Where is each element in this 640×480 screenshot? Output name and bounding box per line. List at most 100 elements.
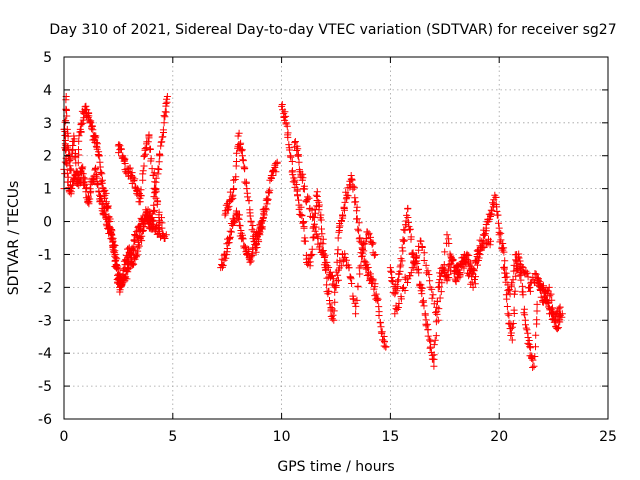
data-point: [524, 339, 532, 347]
data-point: [99, 200, 107, 208]
data-point: [356, 234, 364, 242]
data-point: [397, 261, 405, 269]
data-point: [360, 239, 368, 247]
data-point: [223, 245, 231, 252]
data-point: [136, 198, 144, 206]
data-point: [461, 258, 469, 266]
data-point: [404, 205, 412, 213]
data-point: [243, 189, 251, 197]
data-point: [79, 163, 87, 171]
data-point: [428, 294, 436, 302]
data-point: [245, 197, 253, 205]
data-point: [323, 258, 331, 266]
data-point: [239, 157, 247, 165]
data-point: [470, 267, 478, 275]
data-point: [95, 188, 103, 196]
data-point: [153, 197, 161, 205]
data-point: [237, 139, 245, 147]
data-point: [226, 235, 234, 243]
data-point: [83, 184, 91, 192]
data-point: [82, 102, 90, 110]
data-point: [428, 285, 436, 293]
data-point: [532, 343, 539, 351]
data-point: [547, 290, 555, 298]
data-point: [425, 271, 433, 278]
data-point: [418, 290, 426, 298]
data-point: [475, 254, 483, 262]
data-point: [432, 318, 440, 326]
data-point: [121, 274, 129, 282]
data-point: [278, 102, 286, 110]
data-point: [410, 259, 418, 267]
data-point: [435, 305, 443, 313]
data-point: [237, 145, 245, 153]
data-point: [284, 133, 292, 141]
data-point: [355, 227, 363, 235]
data-point: [535, 280, 543, 288]
data-point: [394, 304, 402, 311]
data-point: [126, 260, 134, 268]
data-point: [555, 324, 562, 332]
data-point: [151, 206, 159, 214]
data-point: [508, 336, 516, 344]
data-point: [352, 302, 360, 310]
data-point: [263, 195, 271, 203]
data-point: [507, 329, 515, 337]
data-point: [418, 244, 426, 251]
data-point: [323, 274, 331, 282]
data-point: [452, 278, 460, 286]
data-point: [219, 261, 227, 269]
data-point: [318, 230, 326, 238]
data-point: [99, 176, 106, 184]
data-point: [294, 145, 302, 153]
data-point: [62, 96, 70, 104]
data-point: [339, 212, 347, 220]
data-point: [352, 198, 360, 206]
data-point: [443, 231, 451, 239]
data-point: [86, 195, 94, 203]
data-point: [456, 269, 464, 276]
data-point: [371, 251, 379, 258]
data-point: [262, 206, 270, 214]
data-point: [320, 250, 328, 258]
data-point: [487, 210, 495, 218]
data-point: [517, 276, 525, 284]
data-point: [413, 253, 420, 261]
axis-ticks: [63, 56, 609, 420]
data-point: [494, 211, 502, 219]
data-point: [257, 218, 265, 226]
data-point: [116, 142, 124, 150]
data-point: [426, 277, 434, 285]
data-point: [353, 215, 361, 223]
data-point: [266, 186, 274, 194]
data-point: [424, 326, 432, 334]
data-point: [369, 275, 377, 283]
data-point: [327, 273, 334, 281]
data-point: [245, 248, 253, 256]
data-point: [526, 283, 534, 291]
data-point: [437, 288, 445, 296]
data-point: [406, 225, 414, 233]
data-point: [353, 203, 361, 211]
data-point: [510, 261, 518, 269]
y-tick-label: 3: [43, 116, 52, 132]
data-point: [334, 246, 342, 254]
data-point: [500, 264, 508, 272]
data-point: [298, 176, 306, 184]
data-point: [94, 180, 101, 188]
data-point: [406, 272, 414, 280]
data-point: [348, 176, 356, 184]
data-point: [299, 219, 307, 227]
data-point: [321, 251, 329, 259]
data-point: [162, 100, 170, 107]
data-point: [540, 282, 547, 290]
x-tick-label: 25: [599, 429, 617, 445]
data-point: [556, 318, 564, 326]
data-point: [98, 170, 106, 178]
data-point: [229, 191, 237, 199]
data-point: [161, 235, 169, 242]
data-point: [130, 243, 138, 251]
data-point: [334, 234, 342, 242]
data-point: [306, 258, 314, 266]
data-point: [387, 267, 395, 275]
